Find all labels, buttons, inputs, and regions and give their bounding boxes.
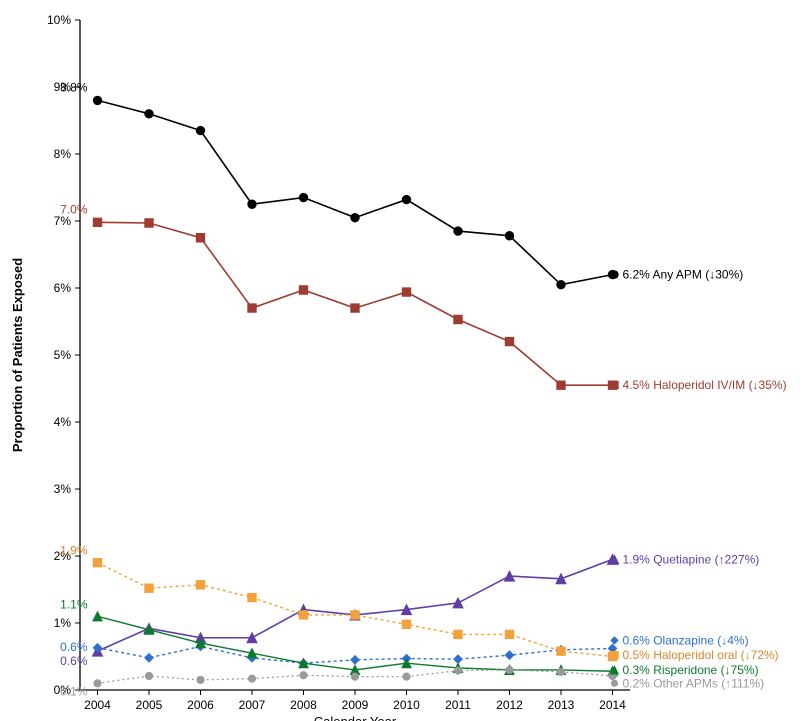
- svg-text:10%: 10%: [47, 13, 71, 27]
- start-label-quetiapine: 0.6%: [60, 654, 88, 668]
- svg-text:Calendar Year: Calendar Year: [314, 714, 397, 721]
- svg-text:3%: 3%: [54, 482, 72, 496]
- svg-text:2009: 2009: [342, 698, 369, 712]
- start-label-any-apm: 8.8%: [60, 80, 88, 94]
- end-label-any-apm: 6.2% Any APM (↓30%): [623, 268, 744, 282]
- marker-other-apm: [403, 673, 410, 680]
- chart-svg: 0%1%2%3%4%5%6%7%8%9%10%20042005200620072…: [0, 0, 800, 721]
- marker-any-apm: [299, 193, 307, 201]
- marker-haloperidol-oral: [93, 559, 101, 567]
- series-line-quetiapine: [98, 559, 613, 651]
- marker-haloperidol-oral: [402, 620, 410, 628]
- marker-other-apm: [351, 673, 358, 680]
- marker-any-apm: [145, 110, 153, 118]
- svg-text:Proportion of Patients Exposed: Proportion of Patients Exposed: [10, 258, 25, 452]
- marker-other-apm: [145, 672, 152, 679]
- marker-other-apm: [248, 675, 255, 682]
- apm-exposure-chart: 0%1%2%3%4%5%6%7%8%9%10%20042005200620072…: [0, 0, 800, 721]
- svg-text:2013: 2013: [548, 698, 575, 712]
- marker-risperidone: [93, 612, 102, 621]
- marker-other-apm: [197, 676, 204, 683]
- marker-other-apm: [454, 667, 461, 674]
- marker-haloperidol-ivim: [351, 304, 359, 312]
- marker-haloperidol-oral: [454, 630, 462, 638]
- start-label-olanzapine: 0.6%: [60, 640, 88, 654]
- marker-olanzapine: [93, 644, 101, 652]
- marker-haloperidol-ivim: [454, 315, 462, 323]
- svg-text:5%: 5%: [54, 348, 72, 362]
- end-label-haloperidol-oral: 0.5% Haloperidol oral (↓72%): [623, 648, 779, 662]
- marker-any-apm: [196, 126, 204, 134]
- marker-haloperidol-oral: [196, 581, 204, 589]
- svg-text:2006: 2006: [187, 698, 214, 712]
- svg-text:2014: 2014: [599, 698, 626, 712]
- marker-haloperidol-oral: [505, 630, 513, 638]
- marker-haloperidol-ivim: [557, 381, 565, 389]
- marker-any-apm: [402, 195, 410, 203]
- marker-other-apm: [300, 672, 307, 679]
- marker-haloperidol-ivim: [402, 288, 410, 296]
- marker-haloperidol-oral: [248, 593, 256, 601]
- end-label-haloperidol-ivim: 4.5% Haloperidol IV/IM (↓35%): [623, 378, 787, 392]
- series-line-any-apm: [98, 100, 613, 284]
- marker-haloperidol-ivim: [196, 234, 204, 242]
- marker-haloperidol-ivim: [93, 218, 101, 226]
- end-label-quetiapine: 1.9% Quetiapine (↑227%): [623, 552, 760, 566]
- marker-any-apm: [505, 232, 513, 240]
- svg-text:2011: 2011: [445, 698, 471, 712]
- marker-haloperidol-oral: [299, 611, 307, 619]
- marker-other-apm: [557, 668, 564, 675]
- svg-text:2012: 2012: [496, 698, 523, 712]
- marker-any-apm: [93, 96, 101, 104]
- end-label-other-apm: 0.2% Other APMs (↑111%): [623, 676, 765, 690]
- marker-other-apm: [506, 666, 513, 673]
- end-label-olanzapine: 0.6% Olanzapine (↓4%): [623, 633, 749, 647]
- marker-haloperidol-ivim: [505, 337, 513, 345]
- marker-haloperidol-oral: [557, 647, 565, 655]
- marker-olanzapine: [351, 656, 359, 664]
- marker-other-apm: [94, 680, 101, 687]
- svg-text:2010: 2010: [393, 698, 420, 712]
- svg-text:2004: 2004: [84, 698, 111, 712]
- marker-any-apm: [454, 227, 462, 235]
- svg-text:2005: 2005: [136, 698, 163, 712]
- marker-haloperidol-oral: [351, 611, 359, 619]
- svg-text:2008: 2008: [290, 698, 317, 712]
- marker-haloperidol-oral: [145, 584, 153, 592]
- svg-text:6%: 6%: [54, 281, 72, 295]
- marker-olanzapine: [145, 654, 153, 662]
- marker-haloperidol-ivim: [145, 219, 153, 227]
- marker-olanzapine: [454, 655, 462, 663]
- end-label-risperidone: 0.3% Risperidone (↓75%): [623, 663, 759, 677]
- svg-text:8%: 8%: [54, 147, 72, 161]
- start-label-haloperidol-ivim: 7.0%: [60, 202, 88, 216]
- marker-any-apm: [557, 280, 565, 288]
- marker-haloperidol-ivim: [299, 286, 307, 294]
- start-label-other-apm: 0.1%: [60, 684, 88, 698]
- marker-any-apm: [351, 213, 359, 221]
- marker-olanzapine: [505, 651, 513, 659]
- svg-text:1%: 1%: [54, 616, 72, 630]
- marker-haloperidol-ivim: [248, 304, 256, 312]
- marker-any-apm: [248, 200, 256, 208]
- start-label-risperidone: 1.1%: [60, 597, 88, 611]
- start-label-haloperidol-oral: 1.9%: [60, 544, 88, 558]
- svg-text:4%: 4%: [54, 415, 72, 429]
- svg-text:2007: 2007: [239, 698, 266, 712]
